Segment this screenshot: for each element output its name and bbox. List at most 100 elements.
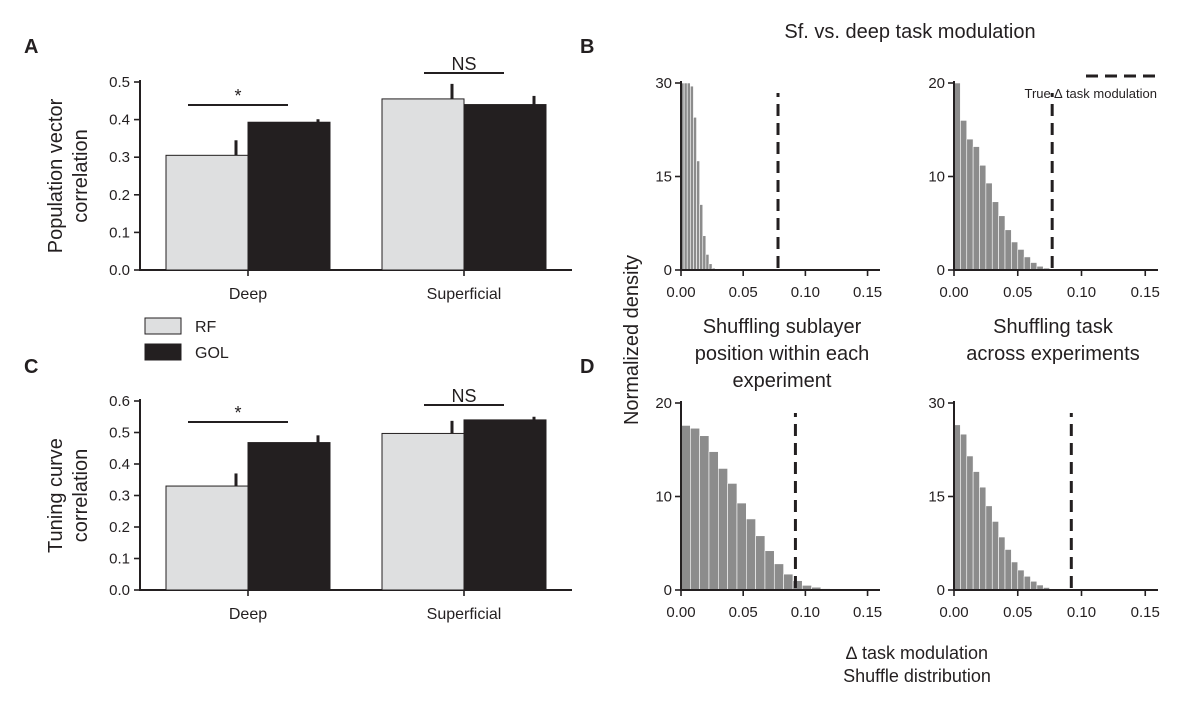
y-tick-label: 0.0 xyxy=(109,262,130,279)
histogram-bin xyxy=(700,205,703,270)
bar-gol xyxy=(248,122,330,270)
x-tick-label: 0.00 xyxy=(666,604,695,621)
bar-gol xyxy=(464,105,546,270)
y-axis-label: Population vector xyxy=(45,98,67,253)
histogram-bin xyxy=(1018,570,1024,590)
histogram-bin xyxy=(1011,562,1017,590)
histogram-bin xyxy=(980,165,986,270)
histogram-bin xyxy=(700,436,709,590)
histogram-bin xyxy=(1024,257,1030,270)
histogram-bin xyxy=(967,456,973,590)
x-tick-label: 0.15 xyxy=(1131,604,1160,621)
y-tick-label: 10 xyxy=(655,489,672,506)
x-tick-label: 0.05 xyxy=(729,284,758,301)
y-tick-label: 0 xyxy=(664,262,672,279)
panel-letter-d: D xyxy=(580,356,594,378)
histogram-bin xyxy=(681,425,690,590)
histogram-bin xyxy=(973,472,979,590)
y-tick-label: 0 xyxy=(937,582,945,599)
bar-rf xyxy=(166,486,248,590)
category-label: Superficial xyxy=(427,606,502,623)
histogram-bin xyxy=(986,506,992,590)
bar-rf xyxy=(166,155,248,270)
histogram-bin xyxy=(992,521,998,590)
col1-title-line1: Shuffling sublayer xyxy=(703,316,862,338)
y-tick-label: 0.3 xyxy=(109,488,130,505)
y-tick-label: 0 xyxy=(664,582,672,599)
col2-title-line1: Shuffling task xyxy=(993,316,1114,338)
significance-label: NS xyxy=(451,54,476,74)
x-tick-label: 0.05 xyxy=(1003,284,1032,301)
histogram-bin xyxy=(992,202,998,270)
y-tick-label: 0.2 xyxy=(109,187,130,204)
bar-gol xyxy=(464,420,546,590)
histogram-bin xyxy=(746,519,755,590)
y-tick-label: 0.4 xyxy=(109,112,130,129)
y-tick-label: 0.1 xyxy=(109,551,130,568)
histogram-bin xyxy=(690,428,699,590)
histogram-bin xyxy=(737,503,746,590)
significance-label: * xyxy=(234,86,241,106)
histogram-bin xyxy=(693,117,696,270)
histogram-bin xyxy=(709,452,718,590)
histogram-bin xyxy=(703,236,706,270)
x-tick-label: 0.10 xyxy=(791,284,820,301)
y-tick-label: 0 xyxy=(937,262,945,279)
y-axis-label: correlation xyxy=(70,129,92,222)
y-tick-label: 10 xyxy=(928,169,945,186)
category-label: Superficial xyxy=(427,286,502,303)
histogram-bin xyxy=(690,86,693,270)
y-tick-label: 15 xyxy=(928,489,945,506)
x-tick-label: 0.15 xyxy=(853,604,882,621)
x-tick-label: 0.05 xyxy=(729,604,758,621)
y-tick-label: 30 xyxy=(928,395,945,412)
histogram-bin xyxy=(1031,263,1037,270)
x-tick-label: 0.05 xyxy=(1003,604,1032,621)
col2-title: Shuffling task across experiments xyxy=(966,316,1139,365)
histogram-bin xyxy=(986,183,992,270)
histogram-bin xyxy=(980,487,986,590)
y-tick-label: 30 xyxy=(655,75,672,92)
x-tick-label: 0.00 xyxy=(666,284,695,301)
x-tick-label: 0.10 xyxy=(1067,604,1096,621)
bar-gol xyxy=(248,443,330,590)
histogram-bin xyxy=(756,536,765,590)
shuffle-distribution-label: Shuffle distribution xyxy=(843,666,991,686)
x-tick-label: 0.10 xyxy=(1067,284,1096,301)
legend-label-rf: RF xyxy=(195,319,217,336)
true-delta-legend-label: True ∆ task modulation xyxy=(1025,86,1157,101)
legend-swatch-rf xyxy=(145,318,181,334)
legend-swatch-gol xyxy=(145,344,181,360)
panel-letter-c: C xyxy=(24,356,38,378)
histogram-bin xyxy=(1024,576,1030,590)
legend-label-gol: GOL xyxy=(195,345,229,362)
histogram-bin xyxy=(697,161,700,270)
histogram-bin xyxy=(999,216,1005,270)
col2-title-line2: across experiments xyxy=(966,343,1139,365)
y-tick-label: 0.6 xyxy=(109,393,130,410)
y-axis-label: Tuning curve xyxy=(45,438,67,553)
histogram-bin xyxy=(1018,249,1024,270)
y-tick-label: 0.5 xyxy=(109,425,130,442)
panel-letter-b: B xyxy=(580,36,594,58)
histogram-bin xyxy=(960,434,966,590)
normalized-density-label: Normalized density xyxy=(621,255,643,425)
x-tick-label: 0.15 xyxy=(1131,284,1160,301)
histogram-bin xyxy=(706,254,709,270)
histogram-bin xyxy=(687,83,690,270)
y-tick-label: 0.3 xyxy=(109,149,130,166)
significance-label: * xyxy=(234,403,241,423)
panel-letter-a: A xyxy=(24,36,38,58)
histogram-bin xyxy=(999,537,1005,590)
true-delta-legend: True ∆ task modulation xyxy=(1025,76,1157,101)
x-tick-label: 0.10 xyxy=(791,604,820,621)
y-axis-label: correlation xyxy=(70,449,92,542)
histogram-bin xyxy=(1031,581,1037,590)
delta-task-modulation-label: ∆ task modulation xyxy=(846,643,988,663)
x-tick-label: 0.00 xyxy=(939,284,968,301)
